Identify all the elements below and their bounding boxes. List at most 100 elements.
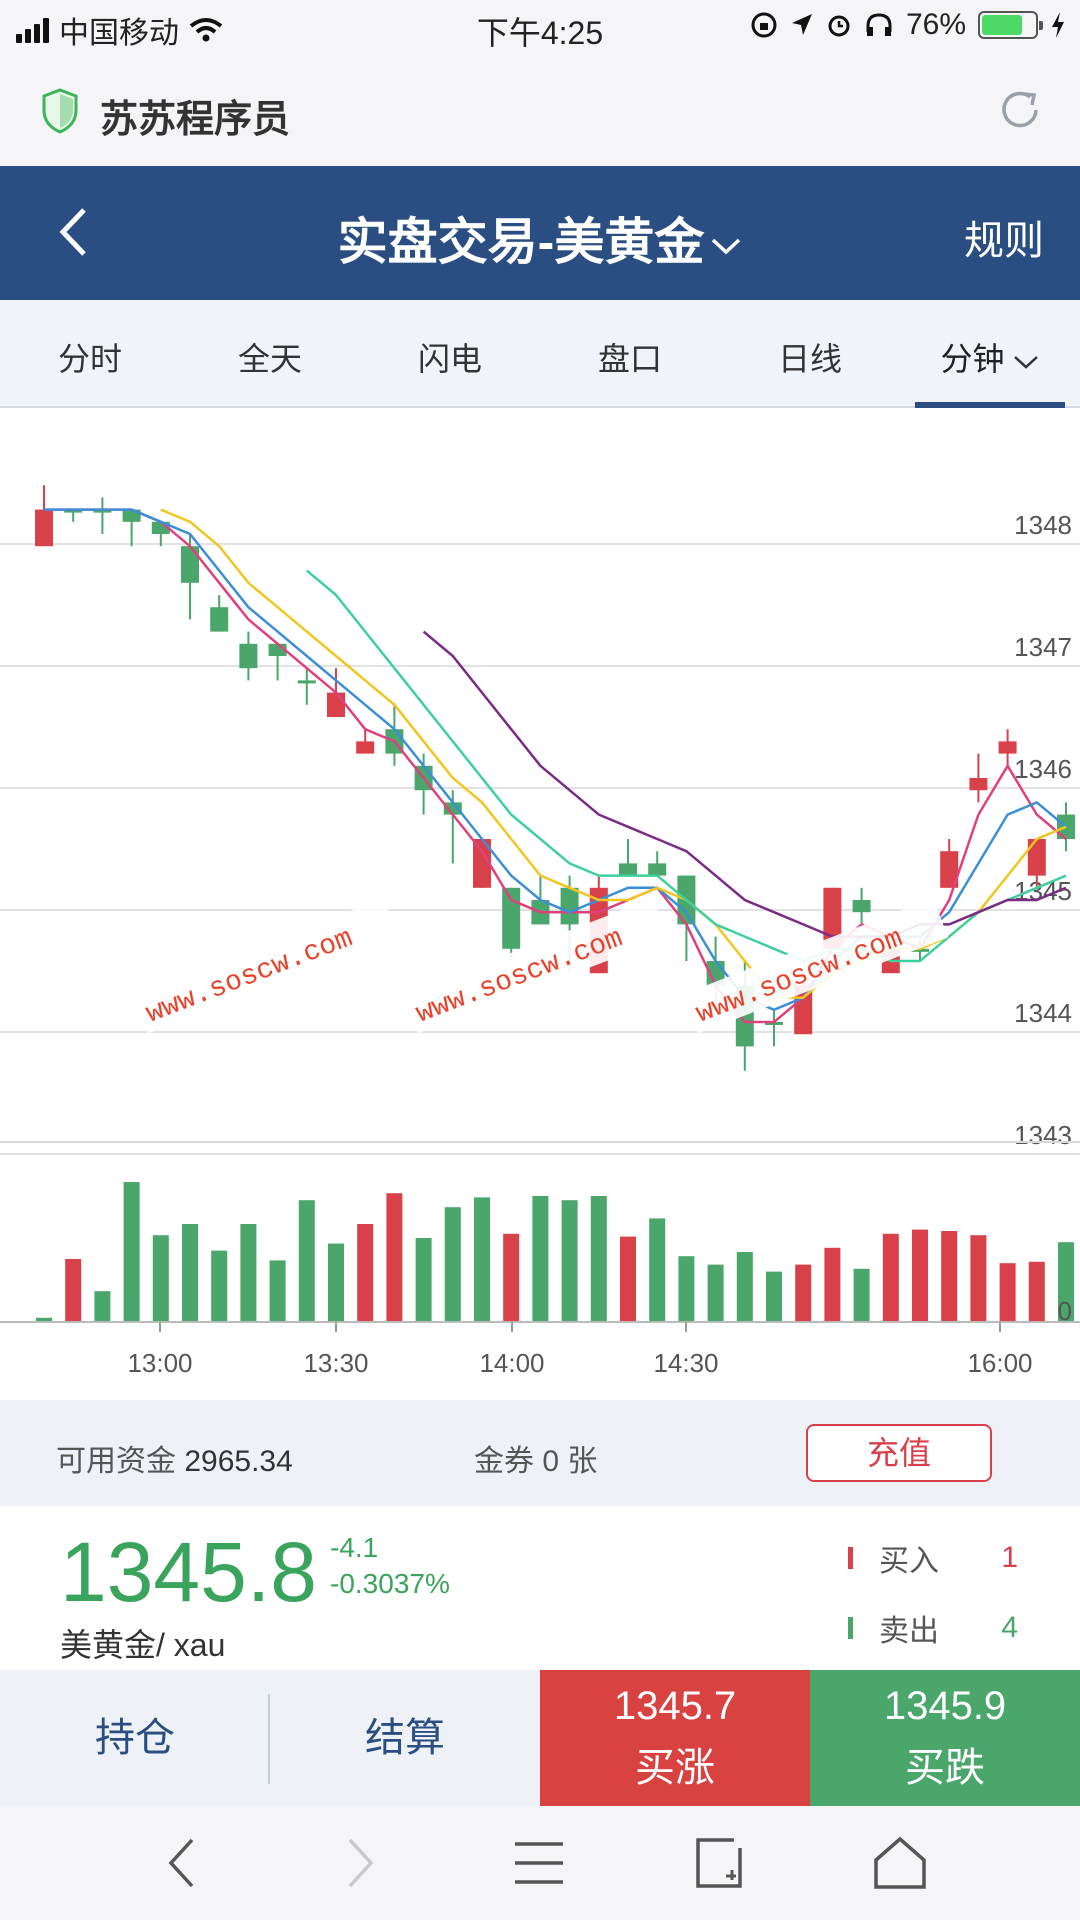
buy-count-row: 买入 1	[848, 1536, 1048, 1580]
holdings-button[interactable]: 持仓	[0, 1670, 270, 1806]
chevron-down-icon	[712, 238, 741, 255]
carrier-name: 中国移动	[59, 17, 179, 50]
volume-bar	[824, 1247, 841, 1322]
volume-bar	[795, 1264, 812, 1322]
tab-daily[interactable]: 日线	[777, 341, 842, 377]
x-tick-label: 14:00	[479, 1348, 544, 1378]
candle-body	[181, 546, 199, 583]
volume-bar	[386, 1193, 403, 1322]
watermark-background	[132, 898, 399, 1034]
volume-bar	[999, 1263, 1016, 1322]
buy-down-button[interactable]: 1345.9 买跌	[810, 1670, 1080, 1806]
reload-icon[interactable]	[994, 84, 1046, 136]
available-funds-label: 可用资金	[56, 1445, 176, 1478]
chart-area[interactable]: 1348 1347 1346 1345 1344 1343 0 13:00 13:30 14:00…	[0, 410, 1080, 1400]
volume-bar	[620, 1236, 636, 1322]
volume-bar	[561, 1200, 578, 1322]
available-funds-value: 2965.34	[184, 1445, 293, 1478]
tab-lightning[interactable]: 闪电	[417, 341, 482, 377]
buy-up-button[interactable]: 1345.7 买涨	[540, 1670, 810, 1806]
volume-bar	[766, 1271, 782, 1322]
trade-action-bar: 持仓 结算 1345.7 买涨 1345.9 买跌	[0, 1670, 1080, 1806]
volume-zero-label: 0	[1058, 1296, 1072, 1326]
candle-body	[852, 900, 871, 913]
chart-tabs: 分时 全天 闪电 盘口 日线 分钟	[0, 300, 1080, 408]
action-divider	[268, 1694, 270, 1784]
candle-body	[648, 863, 667, 876]
y-tick-label: 1347	[1014, 632, 1072, 662]
candlestick-chart[interactable]: 1348 1347 1346 1345 1344 1343 0 13:00 13:30 14:00…	[0, 410, 1080, 1400]
watermark-background	[682, 898, 949, 1034]
chevron-down-icon	[1014, 356, 1039, 369]
tab-timeshare[interactable]: 分时	[57, 341, 122, 377]
volume-bar	[707, 1264, 724, 1322]
back-arrow-icon[interactable]	[58, 206, 88, 258]
x-tick-label: 13:00	[127, 1348, 192, 1378]
price-change: -4.1	[330, 1532, 379, 1563]
site-name: 苏苏程序员	[100, 99, 291, 141]
volume-bar	[853, 1268, 870, 1322]
watermark: www.soscw.com	[132, 898, 399, 1034]
home-icon[interactable]	[872, 1836, 928, 1890]
battery-percent: 76%	[905, 8, 966, 41]
buy-up-label: 买涨	[635, 1746, 715, 1790]
page-title-text: 实盘交易-美黄金	[337, 214, 705, 270]
x-tick-label: 14:30	[653, 1348, 718, 1378]
page-title[interactable]: 实盘交易-美黄金	[0, 202, 1080, 274]
volume-bar	[328, 1243, 344, 1322]
y-tick-label: 1346	[1014, 754, 1072, 784]
volume-bar	[474, 1197, 490, 1322]
volume-bar	[123, 1182, 140, 1322]
sell-marker	[848, 1617, 853, 1639]
signal-icon	[16, 17, 49, 43]
volume-bar	[736, 1252, 753, 1322]
page-header: 实盘交易-美黄金 规则	[0, 166, 1080, 300]
candle-body	[35, 509, 53, 547]
tabs-icon[interactable]	[692, 1836, 746, 1890]
browser-toolbar	[0, 1806, 1080, 1920]
tab-fullday[interactable]: 全天	[237, 341, 302, 377]
candle-body	[356, 741, 375, 754]
menu-icon[interactable]	[512, 1836, 566, 1890]
recharge-button[interactable]: 充值	[806, 1424, 992, 1482]
volume-bar	[678, 1256, 695, 1322]
instrument-name: 美黄金/ xau	[60, 1627, 226, 1663]
x-tick-label: 13:30	[303, 1348, 368, 1378]
volume-bar	[503, 1233, 520, 1322]
volume-bar	[211, 1250, 228, 1322]
y-tick-label: 1348	[1014, 510, 1072, 540]
alarm-icon	[828, 15, 850, 37]
y-tick-label: 1345	[1014, 876, 1072, 906]
coupon-count: 金券 0 张	[474, 1445, 598, 1478]
settlement-button[interactable]: 结算	[270, 1670, 540, 1806]
volume-bar	[532, 1196, 549, 1322]
browser-url-bar: 苏苏程序员	[0, 54, 1080, 166]
tab-orderbook[interactable]: 盘口	[597, 341, 662, 377]
price-change-percent: -0.3037%	[330, 1568, 450, 1599]
volume-bar	[912, 1229, 928, 1322]
available-funds: 可用资金 2965.34	[56, 1436, 293, 1480]
browser-forward-icon[interactable]	[346, 1836, 376, 1890]
browser-back-icon[interactable]	[166, 1836, 196, 1890]
wifi-icon	[189, 18, 223, 42]
volume-bar	[65, 1259, 82, 1322]
volume-bar	[36, 1317, 52, 1322]
volume-bar	[357, 1224, 374, 1322]
candle-body	[502, 887, 521, 949]
battery-icon	[978, 11, 1043, 39]
y-tick-label: 1343	[1014, 1120, 1072, 1150]
charging-icon	[1052, 12, 1064, 38]
status-bar: 中国移动 下午4:25 76%	[0, 0, 1080, 54]
quote-panel: 1345.8 -4.1 -0.3037% 美黄金/ xau 买入 1 卖出 4	[0, 1506, 1080, 1670]
volume-bar	[182, 1224, 198, 1322]
volume-bar	[1058, 1242, 1074, 1322]
candle-body	[1027, 839, 1046, 876]
rules-link[interactable]: 规则	[964, 219, 1044, 263]
buy-label: 买入	[879, 1545, 939, 1578]
volume-bar	[590, 1196, 607, 1322]
x-tick-label: 16:00	[967, 1348, 1032, 1378]
watermark-text: www.soscw.com	[142, 923, 357, 1030]
volume-bar	[94, 1291, 111, 1322]
tab-minute[interactable]: 分钟	[900, 334, 1080, 380]
buy-count: 1	[1001, 1541, 1018, 1574]
